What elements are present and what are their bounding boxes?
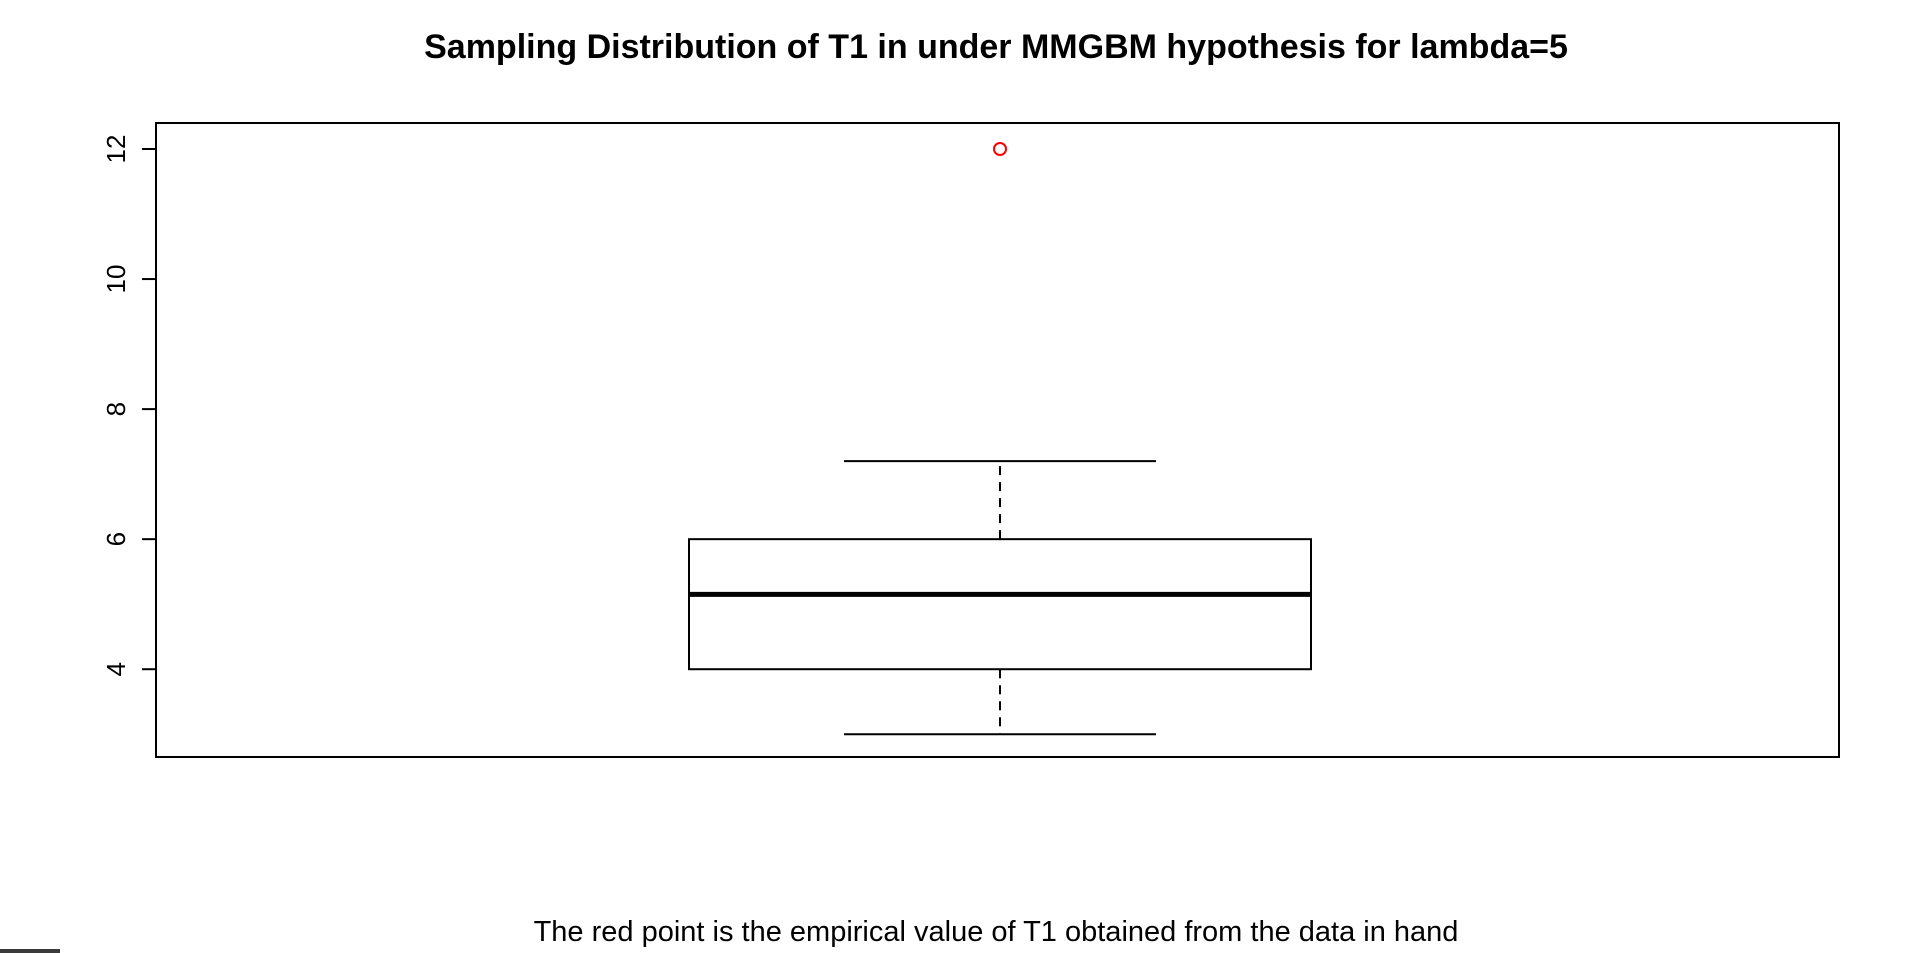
y-tick-label: 10 [101,265,131,294]
bottom-border-gap [60,949,1920,953]
empirical-points [993,142,1007,157]
y-axis: 4 6 8 10 12 [101,135,157,676]
chart-title: Sampling Distribution of T1 in under MMG… [424,28,1568,66]
y-tick-label: 8 [101,402,131,416]
y-tick-label: 6 [101,532,131,546]
iqr-box [688,538,1312,671]
chart-caption: The red point is the empirical value of … [534,916,1459,948]
y-tick-label: 12 [101,135,131,164]
empirical-point [993,142,1007,157]
y-tick-label: 4 [101,662,131,676]
box-plot [688,460,1312,736]
